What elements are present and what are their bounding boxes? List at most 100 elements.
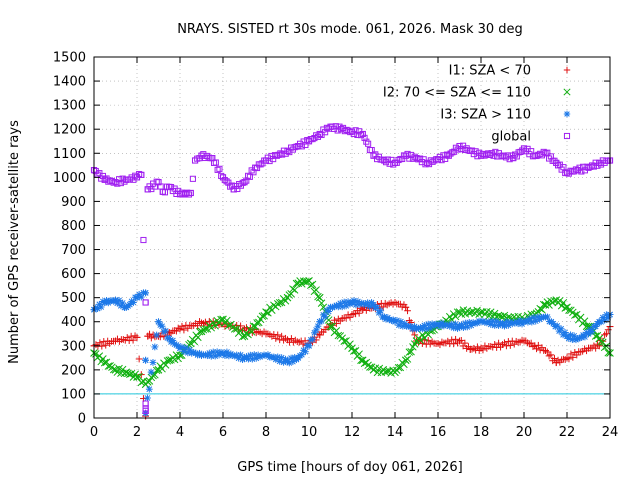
data-point	[405, 348, 414, 356]
data-point	[456, 337, 463, 345]
data-point	[129, 336, 137, 344]
data-point	[585, 344, 592, 352]
data-point	[264, 309, 272, 317]
data-point	[553, 322, 561, 330]
data-point	[232, 325, 241, 333]
x-axis-label: GPS time [hours of doy 061, 2026]	[237, 460, 462, 475]
data-point	[228, 182, 236, 189]
data-point	[377, 307, 385, 315]
data-point	[434, 156, 442, 163]
data-point	[142, 299, 149, 306]
data-point	[133, 294, 141, 302]
data-point	[175, 187, 182, 194]
y-tick-label: 1200	[53, 123, 86, 138]
data-point	[165, 335, 173, 342]
data-point	[445, 152, 452, 159]
data-point	[302, 348, 309, 356]
x-tick-label: 20	[516, 425, 533, 440]
data-point	[499, 341, 506, 348]
data-point	[250, 169, 257, 176]
data-point	[542, 313, 549, 321]
data-point	[448, 336, 456, 344]
data-point	[142, 407, 149, 414]
data-point	[284, 358, 291, 365]
data-point	[411, 331, 419, 339]
data-point	[552, 296, 561, 304]
y-axis-label: Number of GPS receiver-satellite rays	[7, 120, 22, 364]
x-tick-label: 10	[301, 425, 318, 440]
data-point	[573, 310, 581, 319]
data-point	[241, 354, 248, 362]
data-point	[278, 332, 286, 340]
data-point	[552, 359, 560, 367]
legend-label: global	[491, 130, 531, 145]
data-point	[542, 347, 549, 355]
data-point	[477, 152, 485, 159]
data-point	[114, 180, 121, 187]
data-point	[595, 334, 604, 343]
data-point	[334, 331, 343, 340]
data-point	[456, 323, 463, 330]
data-point	[112, 337, 119, 345]
data-point	[506, 342, 514, 349]
data-point	[370, 301, 377, 309]
data-point	[241, 179, 248, 186]
x-tick-label: 4	[176, 425, 184, 440]
data-point	[219, 174, 227, 181]
data-point	[135, 355, 143, 363]
data-point	[498, 313, 507, 321]
y-tick-label: 800	[61, 219, 86, 234]
data-point	[417, 155, 424, 162]
data-point	[122, 368, 131, 377]
y-tick-label: 1300	[53, 99, 86, 114]
data-point	[538, 305, 546, 314]
data-point	[452, 335, 459, 343]
data-point	[465, 309, 474, 317]
data-point	[144, 332, 152, 340]
data-point	[495, 339, 502, 347]
data-point	[520, 318, 528, 326]
data-point	[513, 153, 520, 160]
data-point	[252, 164, 259, 171]
data-point	[499, 320, 506, 328]
data-point	[595, 318, 603, 326]
data-point	[541, 301, 550, 309]
data-point	[142, 356, 149, 364]
data-point	[370, 152, 377, 159]
data-point	[198, 319, 205, 327]
data-point	[110, 179, 117, 186]
data-point	[402, 152, 409, 159]
data-point	[434, 320, 442, 328]
data-point	[571, 168, 578, 175]
x-tick-label: 16	[430, 425, 447, 440]
data-point	[191, 157, 199, 164]
data-point	[200, 151, 207, 158]
data-point	[236, 327, 245, 335]
data-point	[527, 339, 535, 347]
data-point	[218, 172, 225, 179]
y-tick-label: 1000	[53, 171, 86, 186]
data-point	[545, 301, 553, 309]
x-tick-label: 24	[602, 425, 619, 440]
data-point	[194, 333, 202, 342]
data-point	[431, 157, 438, 164]
data-point	[96, 339, 104, 347]
data-point	[176, 191, 184, 198]
x-tick-label: 14	[387, 425, 404, 440]
data-point	[543, 348, 551, 356]
data-point	[531, 152, 538, 159]
data-point	[588, 328, 596, 335]
y-tick-label: 500	[61, 291, 86, 306]
data-point	[492, 148, 499, 155]
data-point	[596, 159, 603, 166]
data-point	[551, 355, 558, 362]
data-point	[194, 322, 201, 330]
data-point	[594, 340, 601, 348]
data-point	[309, 335, 316, 343]
x-tick-label: 12	[344, 425, 361, 440]
data-point	[597, 161, 605, 168]
data-point	[166, 183, 173, 191]
data-point	[316, 130, 323, 138]
data-point	[559, 298, 568, 307]
data-point	[399, 155, 406, 163]
